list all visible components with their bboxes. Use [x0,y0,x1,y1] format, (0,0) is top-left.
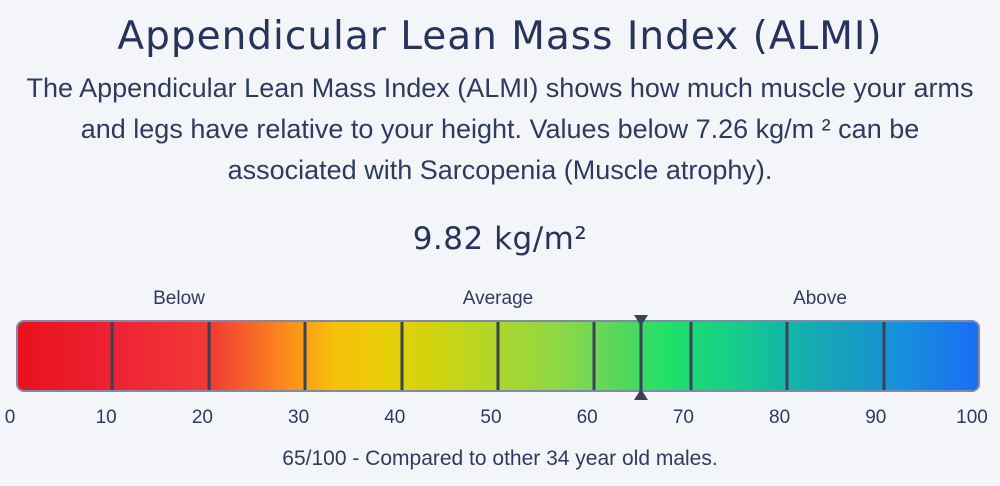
gauge-tick-20 [207,322,211,390]
page-title: Appendicular Lean Mass Index (ALMI) [117,14,883,59]
percentile-marker-top-icon [633,315,648,326]
almi-value: 9.82 kg/m² [412,221,588,257]
gauge-tick-70 [689,322,693,390]
scale-label-50: 50 [480,407,502,428]
scale-label-80: 80 [769,407,791,428]
gauge-tick-80 [785,322,789,390]
band-label-above: Above [793,288,847,309]
scale-label-90: 90 [865,407,887,428]
scale-label-20: 20 [191,407,213,428]
gauge-tick-50 [496,322,500,390]
percentile-gauge-bar [16,320,980,392]
gauge-tick-40 [400,322,404,390]
scale-label-60: 60 [576,407,598,428]
scale-label-100: 100 [956,407,988,428]
scale-label-0: 0 [4,407,16,428]
gauge-tick-90 [882,322,886,390]
gauge-tick-60 [592,322,596,390]
scale-label-40: 40 [384,407,406,428]
percentile-marker-bottom-icon [633,389,648,400]
scale-label-30: 30 [288,407,310,428]
percentile-marker-line [639,320,643,392]
gauge-tick-30 [303,322,307,390]
band-label-average: Average [462,288,534,309]
comparison-text: 65/100 - Compared to other 34 year old m… [282,447,718,470]
band-label-below: Below [153,288,205,309]
gauge-tick-10 [110,322,114,390]
description-text: The Appendicular Lean Mass Index (ALMI) … [26,73,974,185]
scale-label-10: 10 [95,407,117,428]
scale-label-70: 70 [672,407,694,428]
